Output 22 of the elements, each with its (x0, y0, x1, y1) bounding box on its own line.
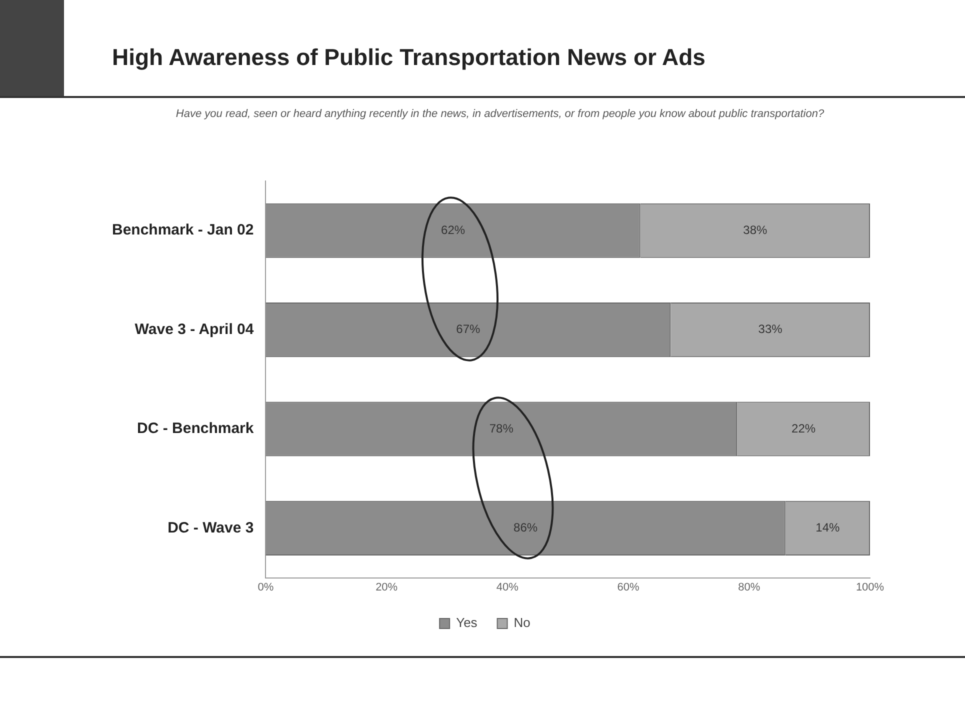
data-label: 22% (792, 421, 816, 436)
data-label: 67% (456, 322, 480, 336)
x-tick-label: 0% (258, 581, 274, 594)
chart-title: High Awareness of Public Transportation News or Ads (112, 44, 706, 71)
x-tick-label: 100% (856, 581, 884, 594)
data-label: 86% (514, 520, 538, 535)
y-tick-label: DC - Benchmark (137, 420, 254, 438)
legend-label: Yes (456, 615, 478, 630)
x-tick-label: 80% (738, 581, 760, 594)
data-label: 14% (816, 520, 840, 535)
y-tick-label: Wave 3 - April 04 (134, 320, 254, 338)
x-tick-label: 20% (376, 581, 398, 594)
x-tick-label: 60% (617, 581, 640, 594)
legend-label: No (514, 615, 530, 630)
data-label: 33% (758, 322, 783, 336)
chart-subtitle: Have you read, seen or heard anything recently in the news, in advertisements, or from people you know about public transportation? (174, 108, 826, 120)
data-label: 38% (743, 222, 768, 237)
x-tick-label: 40% (496, 581, 519, 594)
y-tick-label: DC - Wave 3 (168, 519, 254, 536)
data-label: 78% (489, 421, 514, 436)
y-tick-label: Benchmark - Jan 02 (112, 222, 254, 239)
data-label: 62% (441, 222, 466, 237)
